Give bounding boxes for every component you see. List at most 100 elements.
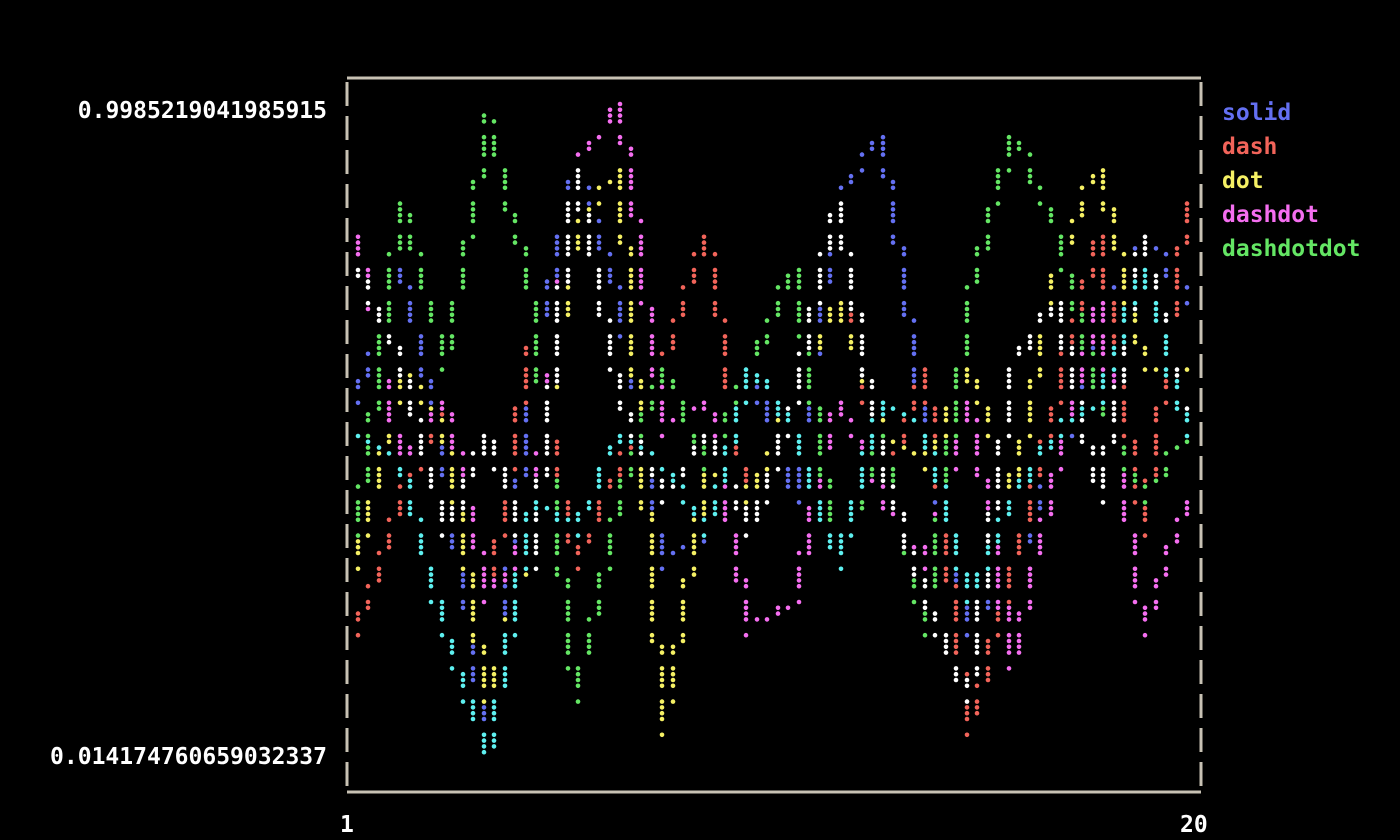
- data-point-dashdot: [470, 539, 476, 544]
- data-point-dash: [964, 732, 970, 738]
- data-point-series-7: [733, 439, 739, 445]
- data-point-dashdotdot: [754, 345, 760, 351]
- data-point-dashdotdot: [953, 373, 959, 378]
- data-point-solid: [397, 267, 403, 273]
- data-point-dashdotdot: [775, 312, 781, 318]
- data-point-dashdot: [1016, 644, 1022, 650]
- data-point-dashdotdot: [554, 550, 560, 556]
- data-point-dot: [397, 400, 403, 406]
- data-point-dashdot: [1121, 500, 1127, 505]
- data-point-series-7: [544, 505, 550, 511]
- data-point-series-6: [974, 644, 980, 650]
- data-point-dash: [932, 406, 938, 411]
- data-point-dash: [386, 539, 392, 544]
- data-point-series-7: [460, 677, 466, 683]
- data-point-dot: [1048, 273, 1054, 279]
- data-point-solid: [586, 201, 592, 206]
- data-point-dot: [817, 345, 823, 351]
- data-point-dot: [418, 400, 424, 406]
- data-point-series-6: [1006, 417, 1012, 423]
- data-point-dashdot: [1142, 617, 1148, 622]
- data-point-dash: [974, 699, 980, 704]
- data-point-series-6: [554, 345, 560, 351]
- data-point-dashdot: [743, 617, 749, 622]
- data-point-series-6: [1142, 234, 1148, 240]
- data-point-dot: [932, 439, 938, 445]
- data-point-solid: [964, 632, 970, 638]
- data-point-series-6: [491, 451, 497, 456]
- data-point-dot: [565, 300, 571, 306]
- data-point-dashdot: [386, 400, 392, 406]
- data-point-series-6: [428, 472, 434, 478]
- data-point-dash: [659, 351, 665, 357]
- data-point-series-7: [943, 505, 949, 511]
- data-point-dashdot: [995, 572, 1001, 577]
- data-point-series-6: [544, 406, 550, 411]
- data-point-series-6: [775, 466, 781, 472]
- data-point-dash: [1069, 334, 1075, 339]
- data-point-dot: [596, 185, 602, 191]
- data-point-dashdotdot: [1069, 306, 1075, 312]
- data-point-dash: [523, 367, 529, 372]
- data-point-series-6: [806, 345, 812, 351]
- data-point-solid: [911, 378, 917, 384]
- data-point-dash: [670, 339, 676, 345]
- data-point-dot: [922, 466, 928, 472]
- data-point-dashdot: [449, 412, 455, 417]
- data-point-series-7: [523, 533, 529, 538]
- data-point-dashdotdot: [1090, 367, 1096, 372]
- data-point-solid: [1153, 246, 1159, 251]
- data-point-dashdotdot: [376, 400, 382, 406]
- data-point-series-7: [733, 412, 739, 417]
- data-point-dash: [901, 439, 907, 445]
- data-point-series-6: [985, 517, 991, 523]
- data-point-dash: [1027, 511, 1033, 517]
- legend-entry-dashdotdot: dashdotdot: [1222, 236, 1361, 262]
- data-point-dashdot: [439, 400, 445, 406]
- data-point-dashdot: [806, 505, 812, 511]
- data-point-series-7: [596, 466, 602, 472]
- data-point-dash: [1079, 279, 1085, 284]
- data-point-solid: [911, 345, 917, 351]
- data-point-dashdotdot: [397, 234, 403, 240]
- data-point-dash: [491, 550, 497, 556]
- data-point-dashdotdot: [523, 273, 529, 279]
- data-point-series-6: [817, 300, 823, 306]
- data-point-series-7: [523, 539, 529, 544]
- data-point-dashdotdot: [565, 578, 571, 583]
- data-point-dot: [943, 412, 949, 417]
- data-point-dashdotdot: [764, 339, 770, 345]
- data-point-solid: [523, 417, 529, 423]
- data-point-solid: [901, 285, 907, 290]
- data-point-series-6: [827, 218, 833, 224]
- data-point-dash: [1121, 417, 1127, 423]
- data-point-series-7: [691, 511, 697, 517]
- data-point-dashdot: [481, 566, 487, 572]
- data-point-series-6: [533, 478, 539, 484]
- data-point-dashdotdot: [985, 246, 991, 251]
- data-point-dashdotdot: [754, 339, 760, 345]
- data-point-series-7: [1079, 406, 1085, 411]
- data-point-series-7: [890, 406, 896, 411]
- data-point-solid: [848, 179, 854, 185]
- data-point-dashdotdot: [796, 318, 802, 323]
- data-point-solid: [670, 550, 676, 556]
- data-point-solid: [407, 306, 413, 312]
- data-point-series-6: [628, 412, 634, 417]
- data-point-series-6: [827, 246, 833, 251]
- data-point-series-7: [502, 644, 508, 650]
- data-point-series-7: [512, 583, 518, 589]
- data-point-dashdot: [1153, 578, 1159, 583]
- data-point-dashdot: [470, 533, 476, 538]
- data-point-dashdotdot: [890, 472, 896, 478]
- data-point-dashdotdot: [575, 671, 581, 677]
- data-point-dot: [1111, 234, 1117, 240]
- data-point-series-7: [481, 749, 487, 755]
- data-point-dashdotdot: [964, 312, 970, 318]
- data-point-dashdot: [502, 578, 508, 583]
- data-point-series-7: [397, 472, 403, 478]
- data-point-dashdotdot: [397, 240, 403, 245]
- data-point-solid: [785, 466, 791, 472]
- data-point-series-7: [397, 466, 403, 472]
- data-point-series-7: [449, 650, 455, 655]
